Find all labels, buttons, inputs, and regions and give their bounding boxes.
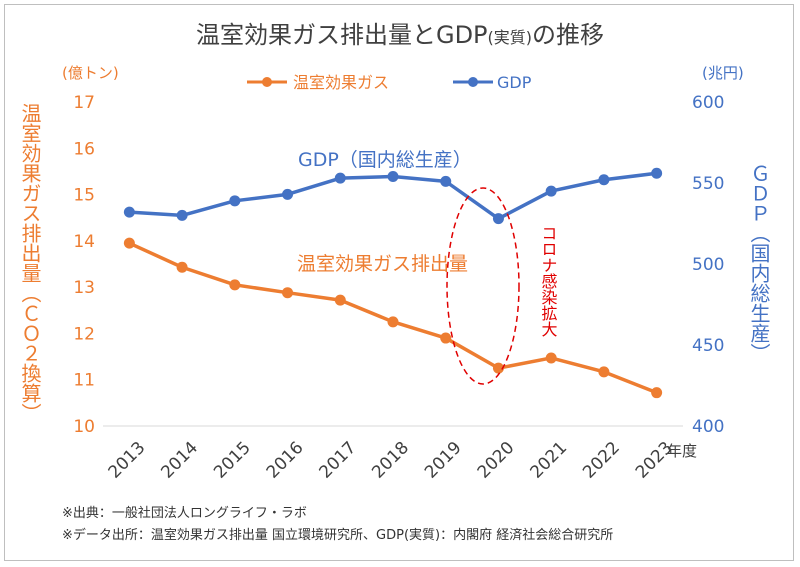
covid-annotation: コロナ感染拡大 [539,225,558,337]
emissions-point [651,387,663,399]
gdp-point [440,175,452,187]
emissions-annotation: 温室効果ガス排出量 [297,253,468,275]
emissions-point [545,352,557,364]
left-tick-label: 14 [73,232,95,252]
legend-label-gdp: GDP [497,73,532,92]
legend: 温室効果ガス GDP [247,73,532,92]
legend-marker-emissions [262,77,272,87]
source-footnote: ※出典：一般社団法人ロングライフ・ラボ [62,506,307,521]
legend-label-emissions: 温室効果ガス [293,73,389,92]
left-tick-label: 13 [73,278,95,298]
left-axis-title: 温室効果ガス排出量（ＣＯ２換算） [18,103,42,423]
right-axis-unit: (兆円) [702,64,744,82]
emissions-point [598,366,610,378]
legend-marker-gdp [468,77,478,87]
x-axis-unit: 年度 [667,442,697,460]
right-tick-label: 600 [692,93,724,113]
x-tick-label: 2016 [263,438,308,483]
x-tick-label: 2022 [579,438,624,483]
right-tick-label: 550 [692,174,724,194]
right-tick-label: 450 [692,336,724,356]
x-tick-label: 2018 [368,438,413,483]
gdp-point [598,174,610,186]
chart-frame [4,4,794,561]
x-tick-label: 2017 [316,438,361,483]
emissions-point [176,261,188,273]
gdp-point [492,213,504,225]
gdp-annotation: GDP（国内総生産） [298,149,472,171]
left-axis-ticks: 10 11 12 13 14 15 16 17 [73,93,95,437]
emissions-point [492,362,504,374]
left-tick-label: 17 [73,93,95,113]
right-tick-label: 500 [692,255,724,275]
left-tick-label: 11 [73,371,95,391]
emissions-point [387,316,399,328]
left-tick-label: 16 [73,139,95,159]
data-source-footnote: ※データ出所：温室効果ガス排出量 国立環境研究所、GDP(実質)：内閣府 経済社… [62,528,614,543]
series-emissions [123,237,663,399]
gdp-point [123,206,135,218]
x-tick-label: 2013 [105,438,150,483]
right-axis-title: ＧＤＰ（国内総生産） [747,163,771,363]
emissions-point [123,237,135,249]
gdp-point [282,188,294,200]
x-tick-label: 2014 [157,438,202,483]
gdp-point [387,171,399,183]
left-tick-label: 12 [73,324,95,344]
left-tick-label: 10 [73,417,95,437]
right-tick-label: 400 [692,417,724,437]
gdp-point [545,185,557,197]
emissions-point [440,332,452,344]
series-gdp [123,167,663,225]
right-axis-ticks: 400 450 500 550 600 [692,93,724,437]
x-tick-label: 2015 [210,438,255,483]
x-tick-label: 2019 [421,438,466,483]
emissions-point [229,279,241,291]
left-tick-label: 15 [73,186,95,206]
covid-highlight-ellipse [446,187,520,385]
x-tick-label: 2020 [474,438,519,483]
emissions-point [282,287,294,299]
gdp-point [651,167,663,179]
emissions-point [334,294,346,306]
gdp-point [229,195,241,207]
gdp-point [334,172,346,184]
chart-title: 温室効果ガス排出量とGDP(実質)の推移 [196,21,604,49]
x-tick-label: 2021 [526,438,571,483]
left-axis-unit: (億トン) [62,64,119,82]
x-axis-ticks: 2013 2014 2015 2016 2017 2018 2019 2020 2021 2022… [105,438,677,483]
gdp-point [176,209,188,221]
